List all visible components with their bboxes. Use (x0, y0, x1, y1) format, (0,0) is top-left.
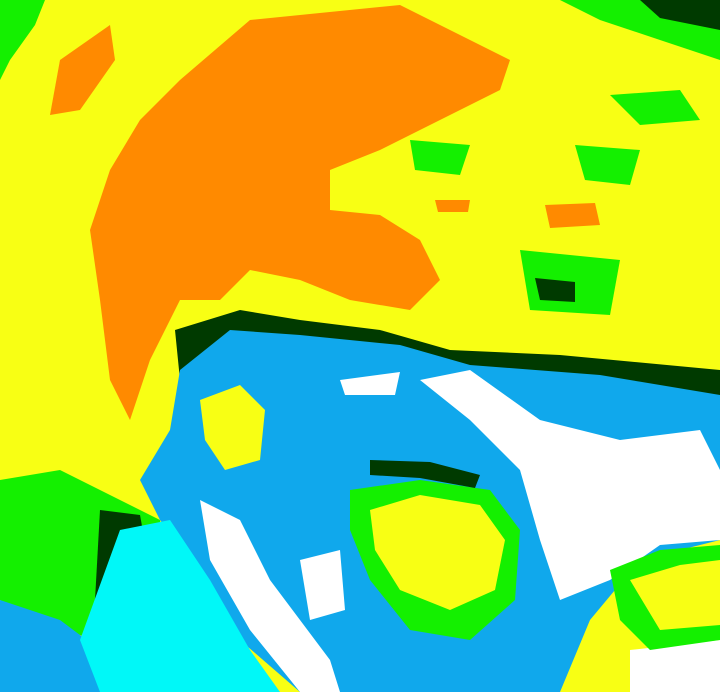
class-green-region (410, 140, 470, 175)
class-white-region (630, 640, 720, 692)
class-green-region (0, 0, 45, 80)
class-yellow-region (630, 560, 720, 630)
class-white-region (300, 550, 345, 620)
class-orange-region (435, 200, 470, 212)
class-green-region (575, 145, 640, 185)
class-white-region (340, 372, 400, 395)
class-yellow-region (370, 495, 505, 610)
class-dark-green-region (640, 0, 720, 30)
class-dark-green-region (370, 460, 480, 488)
class-white-region (420, 370, 720, 600)
class-dark-green-region (535, 278, 575, 302)
class-orange-region (50, 25, 115, 115)
class-orange-region (545, 203, 600, 228)
class-cyan-region (80, 520, 280, 692)
class-white-region (200, 500, 340, 692)
class-orange-region (90, 5, 510, 420)
class-green-region (610, 90, 700, 125)
class-yellow-region (200, 385, 265, 470)
class-blue-region (0, 600, 120, 692)
